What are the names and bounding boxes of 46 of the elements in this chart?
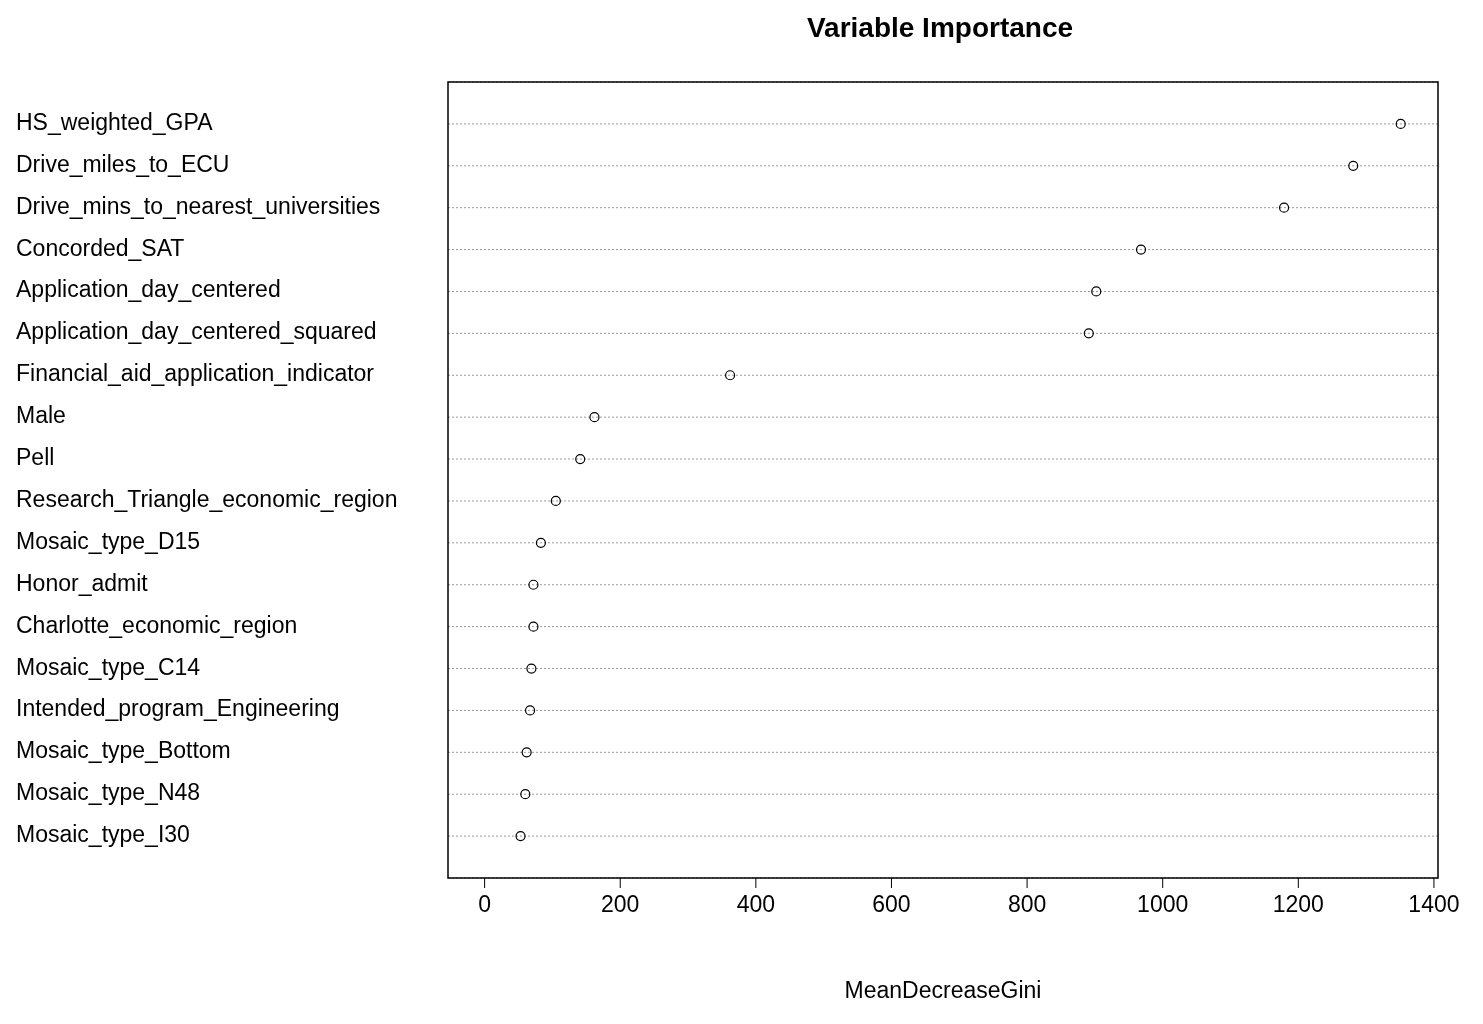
y-tick-label: Mosaic_type_I30: [16, 821, 190, 848]
point: [526, 663, 537, 674]
point: [1091, 286, 1102, 297]
y-tick-label: Male: [16, 402, 66, 429]
x-tick-label: 1000: [1137, 891, 1189, 918]
point: [1135, 244, 1147, 255]
point: [528, 621, 539, 632]
x-tick-label: 800: [1007, 891, 1047, 918]
y-tick-label: Charlotte_economic_region: [16, 611, 298, 638]
y-tick-label: Honor_admit: [16, 569, 149, 596]
x-tick-label: 1400: [1408, 891, 1460, 918]
y-tick-label: Financial_aid_application_indicator: [16, 360, 375, 387]
y-tick-label: Mosaic_type_C14: [16, 653, 201, 680]
point: [724, 370, 736, 381]
x-tick-label: 600: [872, 891, 911, 918]
point: [1083, 328, 1094, 339]
y-tick-label: Application_day_centered: [16, 276, 281, 303]
x-tick-label: 400: [736, 891, 776, 918]
y-tick-label: Intended_program_Engineering: [16, 695, 340, 722]
point: [521, 747, 532, 758]
y-tick-label: Pell: [16, 444, 55, 471]
point: [520, 789, 531, 800]
x-tick-label: 1200: [1272, 891, 1324, 918]
y-tick-label: Mosaic_type_N48: [16, 779, 201, 806]
point: [524, 705, 536, 716]
y-tick-label: Mosaic_type_Bottom: [16, 737, 231, 764]
point: [1278, 202, 1290, 213]
x-tick-label: 200: [601, 891, 640, 918]
point: [535, 537, 546, 548]
point: [528, 579, 539, 590]
point: [1348, 160, 1359, 171]
y-tick-label: Application_day_centered_squared: [16, 318, 377, 345]
point: [550, 495, 561, 507]
point: [1395, 118, 1406, 129]
point: [589, 412, 600, 423]
y-tick-label: HS_weighted_GPA: [16, 108, 214, 135]
chart-title: Variable Importance: [805, 12, 1075, 44]
point: [575, 453, 586, 465]
x-axis-title: MeanDecreaseGini: [844, 977, 1042, 1003]
x-tick-label: 0: [478, 891, 492, 918]
y-tick-label: Drive_mins_to_nearest_universities: [16, 192, 381, 219]
y-tick-label: Research_Triangle_economic_region: [16, 485, 398, 512]
y-tick-label: Concorded_SAT: [16, 234, 185, 261]
point: [515, 831, 526, 842]
y-tick-label: Mosaic_type_D15: [16, 527, 201, 554]
y-tick-label: Drive_miles_to_ECU: [16, 150, 230, 177]
